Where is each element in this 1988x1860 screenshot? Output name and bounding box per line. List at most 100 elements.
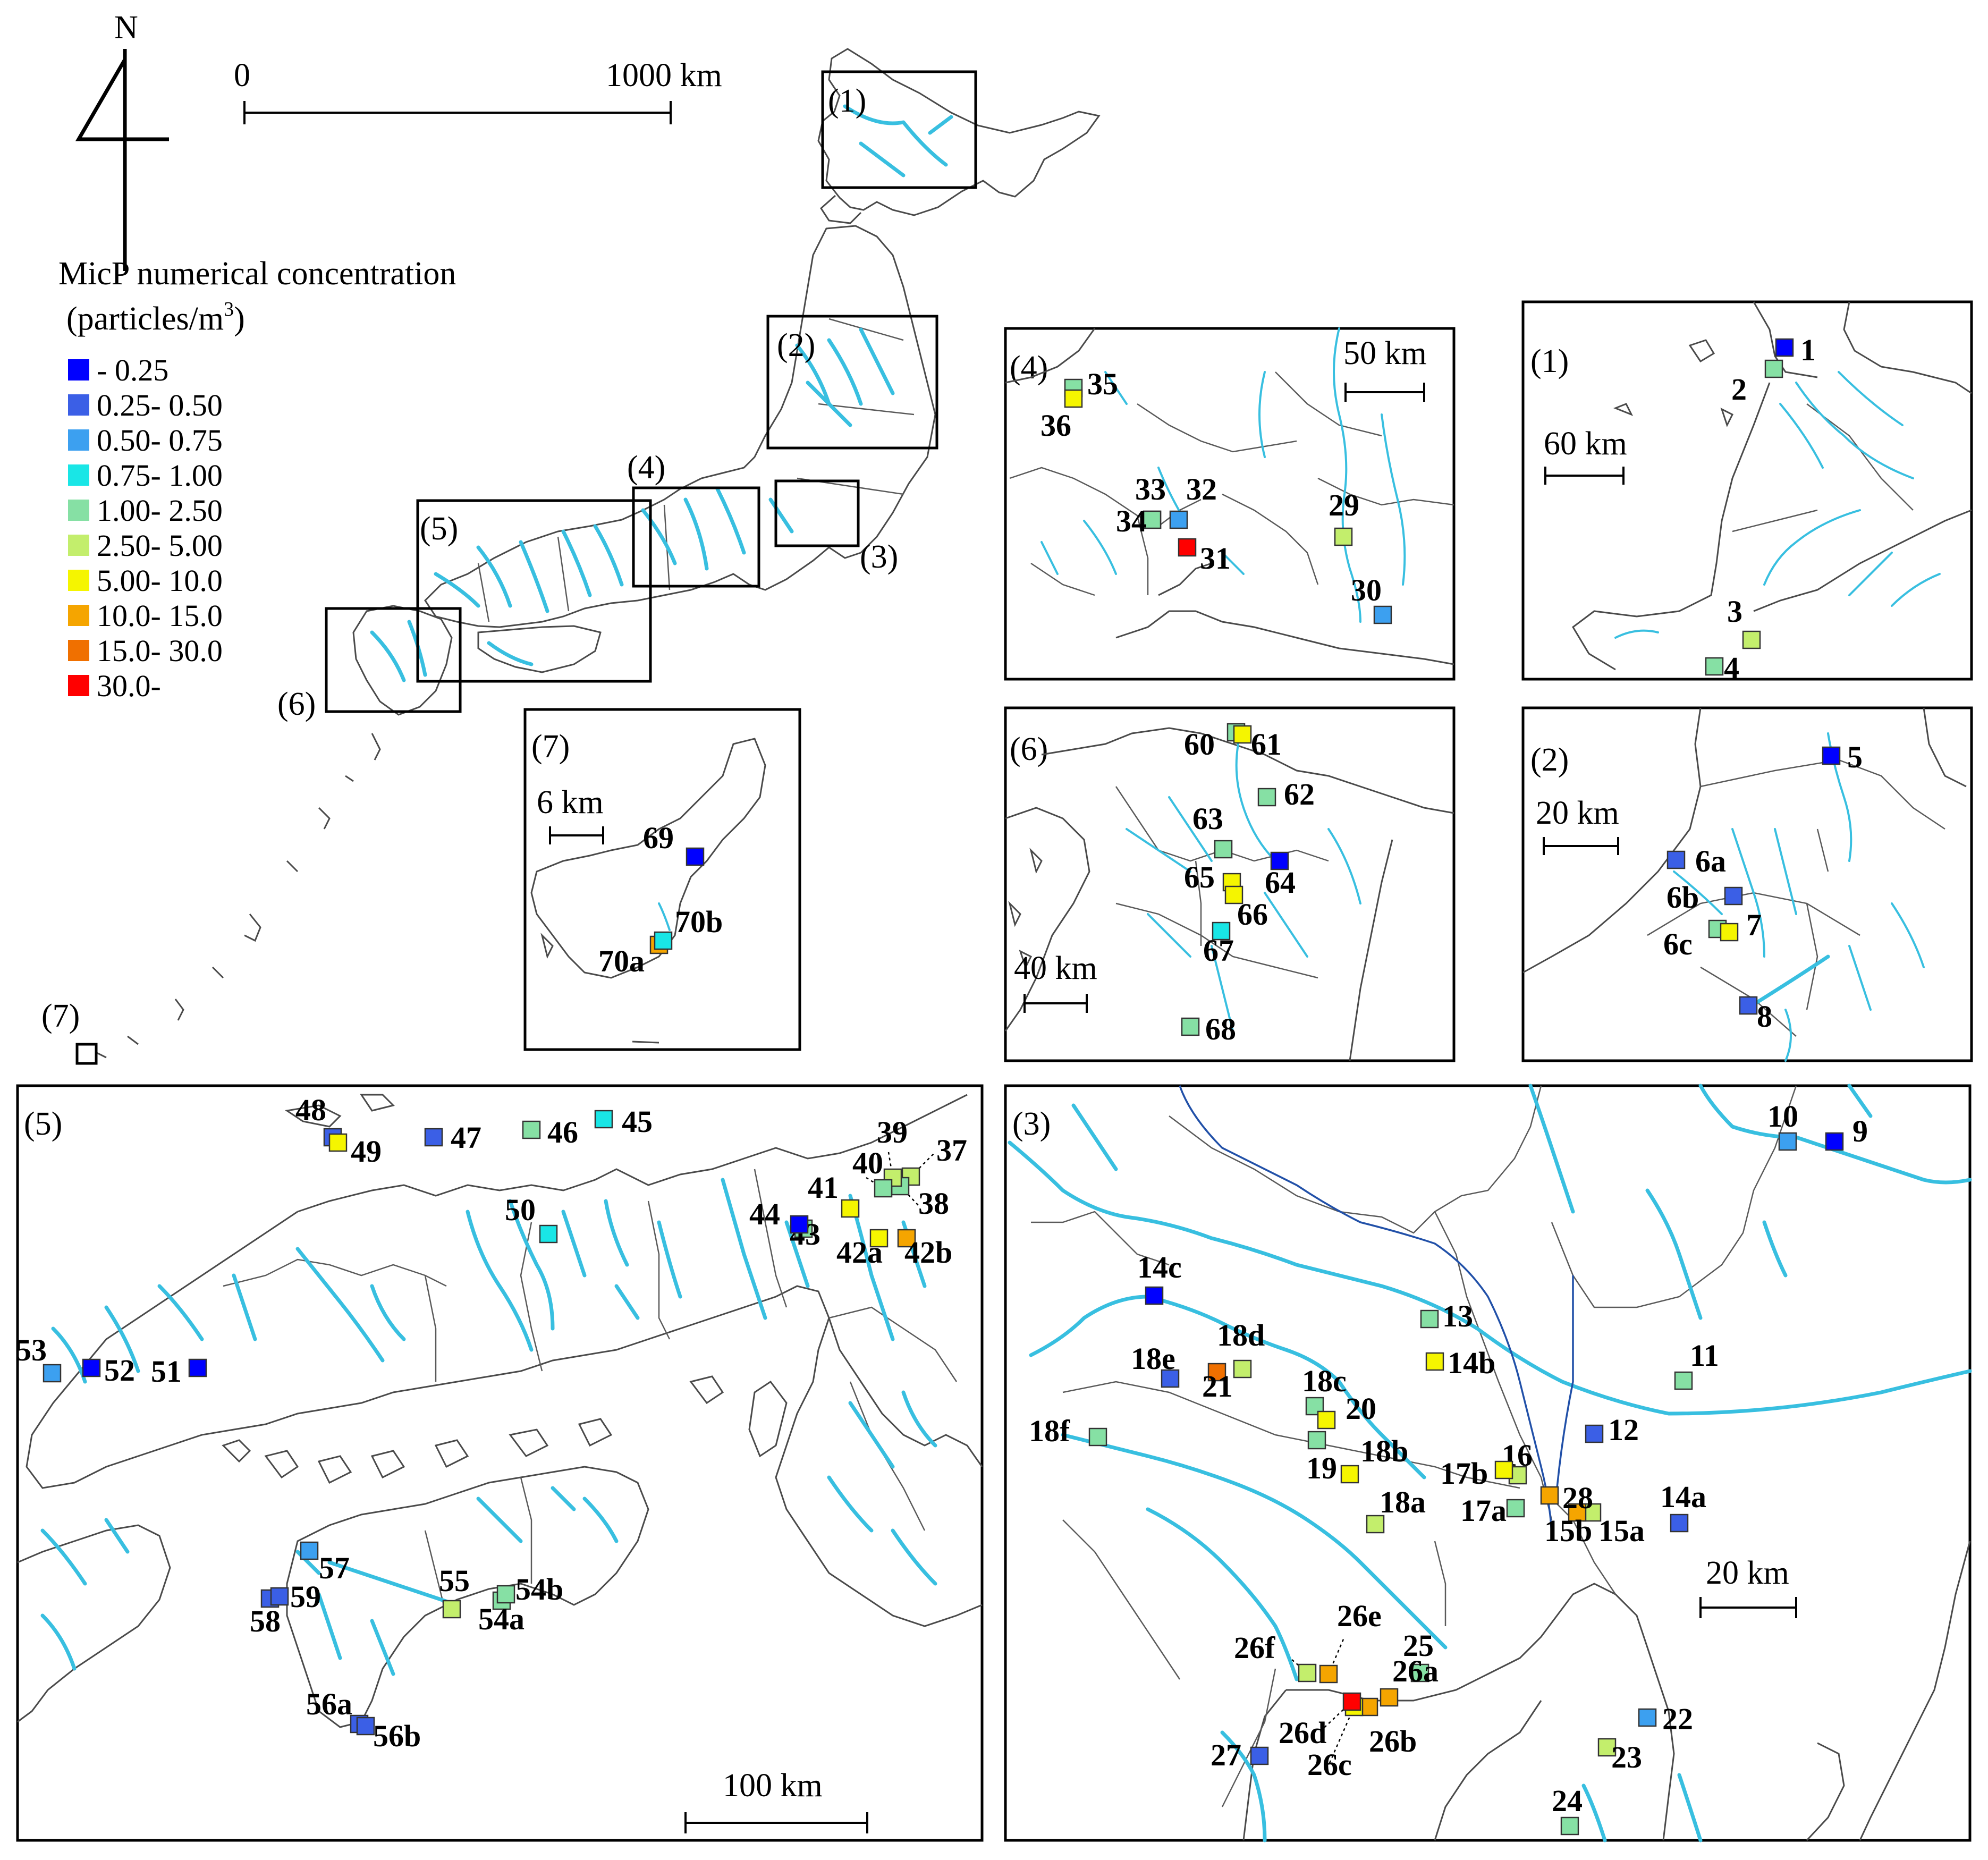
panel-5-scale-bar: 100 km [684,1768,868,1833]
legend-label: 1.00- 2.50 [97,493,223,528]
panel-5-leader-lines [866,1152,936,1206]
site-label-6c: 6c [1663,927,1693,961]
site-marker-26d [1342,1692,1361,1711]
site-label-31: 31 [1200,541,1231,576]
panel-7-scale-bar: 6 km [537,784,604,844]
overview-label-5: (5) [420,511,458,547]
site-label-6b: 6b [1666,880,1699,915]
site-label-18b: 18b [1360,1434,1408,1468]
site-marker-31 [1178,538,1197,557]
site-label-29: 29 [1329,488,1359,522]
site-label-9: 9 [1852,1114,1868,1148]
north-label: N [114,10,138,46]
legend-swatch [68,640,89,661]
site-marker-14b [1425,1352,1444,1371]
site-marker-52 [82,1358,101,1377]
panel-2-scale-bar: 20 km [1536,795,1619,855]
site-label-26d: 26d [1279,1715,1326,1750]
site-marker-19 [1307,1431,1326,1450]
site-label-37: 37 [936,1133,967,1168]
site-label-26f: 26f [1234,1630,1275,1665]
site-label-70b: 70b [675,904,723,939]
site-marker-8 [1739,996,1758,1015]
site-marker-54b [496,1585,515,1604]
site-label-22: 22 [1662,1702,1693,1736]
site-label-23: 23 [1611,1740,1642,1774]
panel-1-title: (1) [1530,343,1569,379]
site-label-15a: 15a [1598,1514,1645,1548]
site-marker-17b [1494,1460,1513,1479]
site-marker-67 [1212,921,1231,941]
site-label-46: 46 [547,1115,578,1149]
panel-6-scale-bar: 40 km [1014,950,1097,1013]
site-marker-26a [1380,1688,1399,1707]
site-label-56b: 56b [373,1719,421,1753]
site-label-18f: 18f [1029,1414,1070,1448]
legend-swatch [68,394,89,416]
site-label-70a: 70a [598,944,645,978]
site-label-59: 59 [290,1579,321,1614]
site-label-17b: 17b [1440,1456,1488,1491]
legend-title: MicP numerical concentration [58,256,456,292]
site-label-58: 58 [250,1604,281,1638]
site-marker-63 [1214,840,1233,859]
overview-box-2 [766,315,938,450]
site-label-8: 8 [1757,999,1772,1034]
site-marker-24 [1560,1816,1579,1836]
site-marker-30 [1373,605,1392,624]
site-label-56a: 56a [306,1687,352,1721]
site-label-52: 52 [104,1353,135,1388]
site-marker-6b [1724,886,1743,906]
panel-1: (1) 60 km 1 2 3 4 [1521,300,1973,685]
site-marker-23 [1597,1738,1617,1757]
site-label-54a: 54a [478,1602,525,1636]
site-label-64: 64 [1265,865,1296,900]
site-marker-18b [1340,1465,1359,1484]
site-label-15b: 15b [1544,1514,1592,1548]
site-marker-17a [1506,1499,1525,1518]
site-label-26b: 26b [1369,1724,1417,1758]
site-label-26a: 26a [1392,1654,1439,1688]
scale-end-label: 1000 km [606,57,722,94]
site-label-49: 49 [351,1134,382,1169]
site-label-18a: 18a [1380,1485,1426,1519]
legend-label: 30.0- [97,669,161,703]
site-label-61: 61 [1251,727,1282,762]
legend-swatch [68,535,89,556]
site-label-42a: 42a [836,1235,883,1270]
site-marker-61 [1233,725,1252,744]
panel-6-scale-label: 40 km [1014,950,1097,986]
site-label-28: 28 [1562,1481,1593,1515]
site-label-65: 65 [1184,860,1215,894]
legend-unit: (particles/m3) [66,298,245,337]
site-label-24: 24 [1552,1783,1583,1818]
overview-label-7: (7) [41,998,80,1034]
site-label-10: 10 [1767,1099,1798,1134]
site-marker-69 [686,847,705,866]
site-label-18c: 18c [1302,1364,1347,1398]
site-marker-34 [1143,510,1162,529]
overview-label-6: (6) [277,686,316,722]
site-label-1: 1 [1800,333,1816,367]
site-label-25: 25 [1403,1628,1434,1663]
site-label-13: 13 [1442,1299,1473,1333]
site-label-3: 3 [1727,594,1742,629]
site-label-53: 53 [16,1333,47,1367]
site-label-63: 63 [1192,801,1223,836]
site-marker-32 [1169,510,1188,529]
site-marker-15b [1568,1503,1587,1522]
site-label-44: 44 [749,1197,780,1231]
panel-7: (7) 6 km 69 70a 70b [523,708,801,1051]
site-marker-22 [1638,1708,1657,1727]
site-marker-42b [897,1229,916,1248]
panel-7-scale-label: 6 km [537,784,604,821]
site-marker-57 [300,1541,319,1560]
site-label-21: 21 [1202,1369,1233,1404]
panel-1-scale-label: 60 km [1544,426,1627,462]
site-label-50: 50 [505,1193,536,1227]
japan-overview-map: (1) (2) (3) (4) (5) (6) (7) [41,48,1101,1065]
site-marker-50 [539,1224,558,1244]
